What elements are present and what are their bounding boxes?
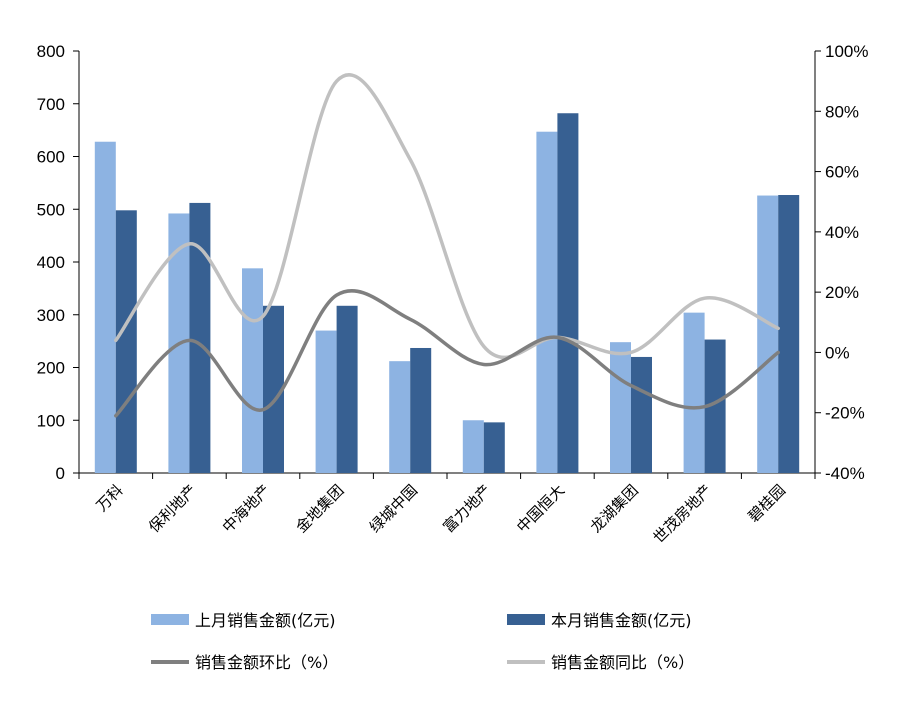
legend-label: 上月销售金额(亿元) — [195, 611, 336, 630]
bar-this-month — [115, 210, 137, 473]
bar-last-month — [462, 420, 484, 473]
legend: 上月销售金额(亿元) 本月销售金额(亿元) 销售金额环比（%） 销售金额同比（%） — [151, 611, 694, 672]
y-left-tick-label: 500 — [37, 200, 65, 219]
x-category-label: 碧桂园 — [744, 481, 789, 526]
y-right-tick-label: 100% — [825, 42, 868, 61]
line-yoy — [114, 73, 780, 360]
y-right-tick-label: 20% — [825, 283, 859, 302]
bar-this-month — [189, 202, 211, 474]
y-right-tick-label: -40% — [825, 464, 865, 483]
bar-this-month — [410, 347, 432, 473]
x-category-label: 龙湖集团 — [587, 481, 642, 536]
y-right-tick-label: 60% — [825, 163, 859, 182]
x-category-label: 中海地产 — [219, 481, 274, 536]
legend-label: 销售金额同比（%） — [551, 653, 694, 672]
bar-last-month — [94, 141, 116, 474]
bar-last-month — [610, 342, 631, 473]
legend-label: 本月销售金额(亿元) — [551, 611, 692, 630]
y-axis-right: -40% -20% 0% 20% 40% 60% 80% 100% — [815, 42, 868, 483]
bar-last-month — [389, 361, 411, 473]
bar-this-month — [483, 422, 505, 473]
bar-last-month — [315, 330, 337, 473]
y-left-tick-label: 200 — [37, 359, 65, 378]
y-left-tick-label: 300 — [37, 306, 65, 325]
legend-label: 销售金额环比（%） — [195, 653, 338, 672]
x-category-label: 保利地产 — [145, 481, 200, 536]
line-mom — [114, 289, 780, 418]
y-left-tick-label: 700 — [37, 95, 65, 114]
bar-this-month — [778, 195, 800, 473]
y-left-tick-label: 100 — [37, 411, 65, 430]
x-category-label: 绿城中国 — [366, 481, 421, 536]
y-left-tick-label: 0 — [56, 464, 65, 483]
x-category-label: 中国恒大 — [513, 481, 568, 536]
legend-swatch — [151, 614, 189, 625]
bar-this-month — [631, 356, 652, 473]
bar-this-month — [704, 339, 726, 473]
bar-last-month — [242, 268, 263, 473]
bar-last-month — [757, 195, 779, 473]
y-left-tick-label: 600 — [37, 148, 65, 167]
x-category-label: 万科 — [93, 481, 127, 515]
lines — [114, 73, 780, 418]
bar-this-month — [336, 305, 358, 473]
x-category-label: 富力地产 — [439, 481, 494, 536]
bar-this-month — [557, 113, 579, 474]
bar-last-month — [536, 131, 558, 473]
y-right-tick-label: 40% — [825, 223, 859, 242]
x-axis-categories: 万科 保利地产 中海地产 金地集团 绿城中国 富力地产 中国恒大 龙湖集团 世茂房地产 碧桂园 — [78, 473, 816, 547]
y-left-tick-label: 400 — [37, 253, 65, 272]
bars — [94, 113, 800, 474]
y-right-tick-label: 80% — [825, 102, 859, 121]
y-right-tick-label: 0% — [825, 343, 850, 362]
y-right-tick-label: -20% — [825, 404, 865, 423]
x-category-label: 世茂房地产 — [650, 481, 716, 547]
y-left-tick-label: 800 — [37, 42, 65, 61]
bar-this-month — [263, 305, 284, 473]
y-axis-left: 0 100 200 300 400 500 600 700 800 — [37, 42, 79, 483]
bar-last-month — [683, 312, 705, 473]
x-category-label: 金地集团 — [292, 481, 347, 536]
legend-swatch — [507, 614, 545, 625]
